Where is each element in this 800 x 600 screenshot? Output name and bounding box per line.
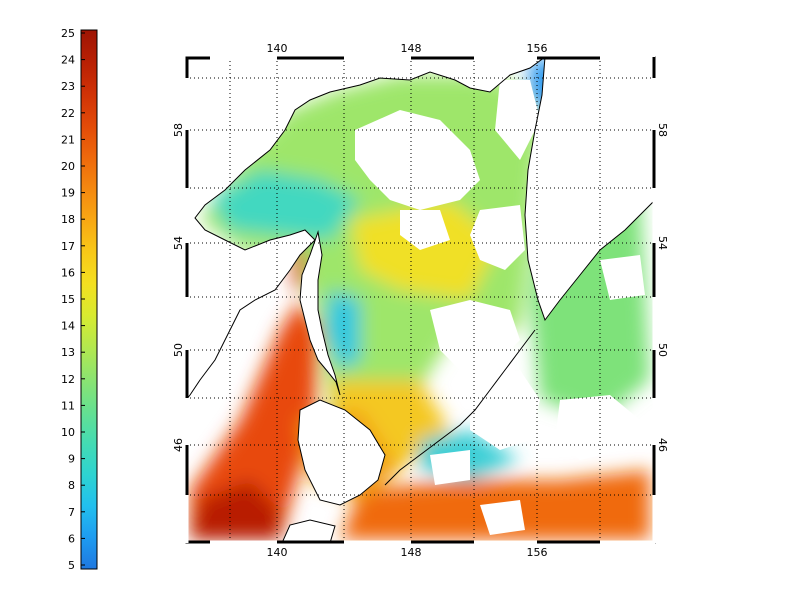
colorbar-tick-label: 15 [61,293,75,306]
lat-label-left: 58 [172,123,185,137]
gap-north [355,110,480,210]
no-data-gaps [355,80,645,535]
gap-kamchatka-west [495,80,540,160]
lat-label-left: 54 [172,236,185,250]
lat-label-right: 50 [656,343,669,357]
colorbar-tick-label: 22 [61,107,75,120]
map-panel: 140 148 156 140 148 156 58 54 50 46 58 5… [172,42,669,559]
gap-pacific-2 [600,255,645,300]
lon-label-bottom: 148 [401,546,422,559]
land-honshu [281,519,336,543]
colorbar-tick-label: 13 [61,346,75,359]
graticule [186,57,655,543]
lat-label-left: 46 [172,438,185,452]
gap-kuril [470,370,540,450]
sst-region-central-yellow [350,200,500,300]
sst-region-sakhalin-cyan [325,290,360,370]
colorbar-tick-label: 9 [68,453,75,466]
land-siberia [186,57,546,401]
colorbar-tick-label: 11 [61,399,75,412]
colorbar: 25 24 23 22 21 20 19 18 17 16 15 14 13 12 11 10 9 8 7 6 5 [61,27,98,572]
colorbar-tick-label: 14 [61,320,75,333]
lon-label-top: 148 [401,42,422,55]
lon-labels-top: 140 148 156 [267,42,548,55]
colorbar-tick-label: 24 [61,54,75,67]
colorbar-tick-label: 20 [61,160,75,173]
sst-region-japan-sea [190,300,320,540]
colorbar-tick-label: 6 [68,532,75,545]
lat-labels-left: 58 54 50 46 [172,123,185,452]
gap-south-2 [480,500,525,535]
gap-center [430,300,520,370]
land-kuril-chain [384,329,536,486]
sst-field [190,60,650,540]
colorbar-tick-label: 21 [61,133,75,146]
gap-east-shelf [470,205,525,270]
colorbar-ticks: 25 24 23 22 21 20 19 18 17 16 15 14 13 12 11 10 9 8 7 6 5 [61,27,85,572]
colorbar-tick-label: 5 [68,559,75,572]
lon-label-bottom: 156 [527,546,548,559]
land-sakhalin [299,230,341,396]
colorbar-tick-label: 23 [61,80,75,93]
colorbar-tick-label: 7 [68,506,75,519]
colorbar-tick-label: 18 [61,213,75,226]
colorbar-tick-label: 19 [61,187,75,200]
land-hokkaido [297,399,386,506]
lon-label-top: 140 [267,42,288,55]
colorbar-tick-label: 12 [61,373,75,386]
lat-label-left: 50 [172,343,185,357]
sst-region-japan-sea-hot [190,480,280,540]
lat-label-right: 54 [656,236,669,250]
colorbar-tick-label: 10 [61,426,75,439]
lon-label-bottom: 140 [267,546,288,559]
lat-label-right: 46 [656,438,669,452]
colorbar-tick-label: 8 [68,479,75,492]
lon-labels-bottom: 140 148 156 [267,546,548,559]
lat-labels-right: 58 54 50 46 [656,123,669,452]
gap-pacific [555,395,640,460]
frame-ticks [185,56,656,544]
gap-north-2 [400,210,450,250]
lat-label-right: 58 [656,123,669,137]
lon-label-top: 156 [527,42,548,55]
colorbar-tick-label: 16 [61,266,75,279]
colorbar-tick-label: 17 [61,240,75,253]
colorbar-tick-label: 25 [61,27,75,40]
gap-south [430,450,470,485]
